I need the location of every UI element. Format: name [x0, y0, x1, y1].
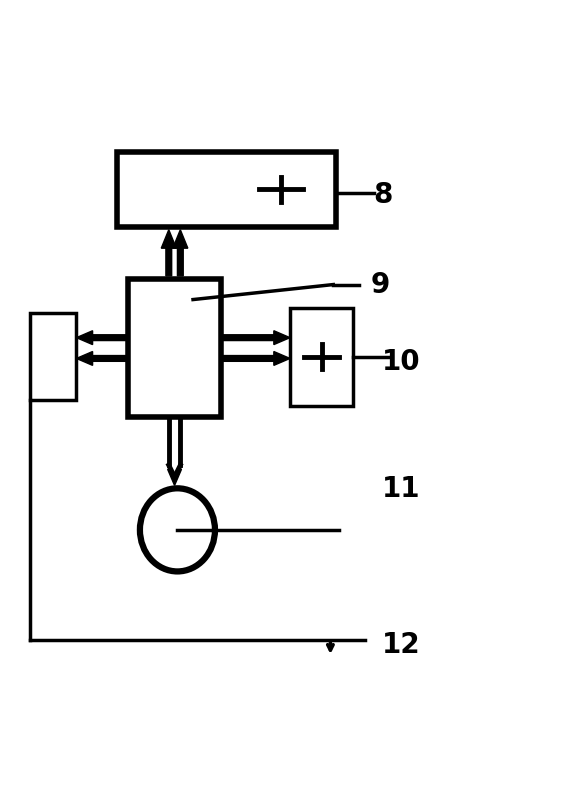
Text: 9: 9: [371, 270, 390, 298]
FancyArrow shape: [161, 230, 176, 276]
Bar: [30, 314, 77, 400]
Text: 12: 12: [382, 631, 421, 659]
Ellipse shape: [140, 488, 215, 571]
FancyArrow shape: [221, 330, 290, 345]
Bar: [117, 152, 336, 227]
FancyArrow shape: [221, 351, 290, 366]
FancyArrow shape: [77, 330, 128, 345]
FancyArrow shape: [77, 351, 128, 366]
FancyArrow shape: [173, 230, 188, 276]
Bar: [128, 278, 221, 418]
Bar: [290, 308, 353, 406]
Text: 10: 10: [382, 349, 421, 377]
FancyArrow shape: [168, 470, 182, 486]
Text: 11: 11: [382, 475, 421, 503]
Text: 8: 8: [374, 181, 393, 209]
